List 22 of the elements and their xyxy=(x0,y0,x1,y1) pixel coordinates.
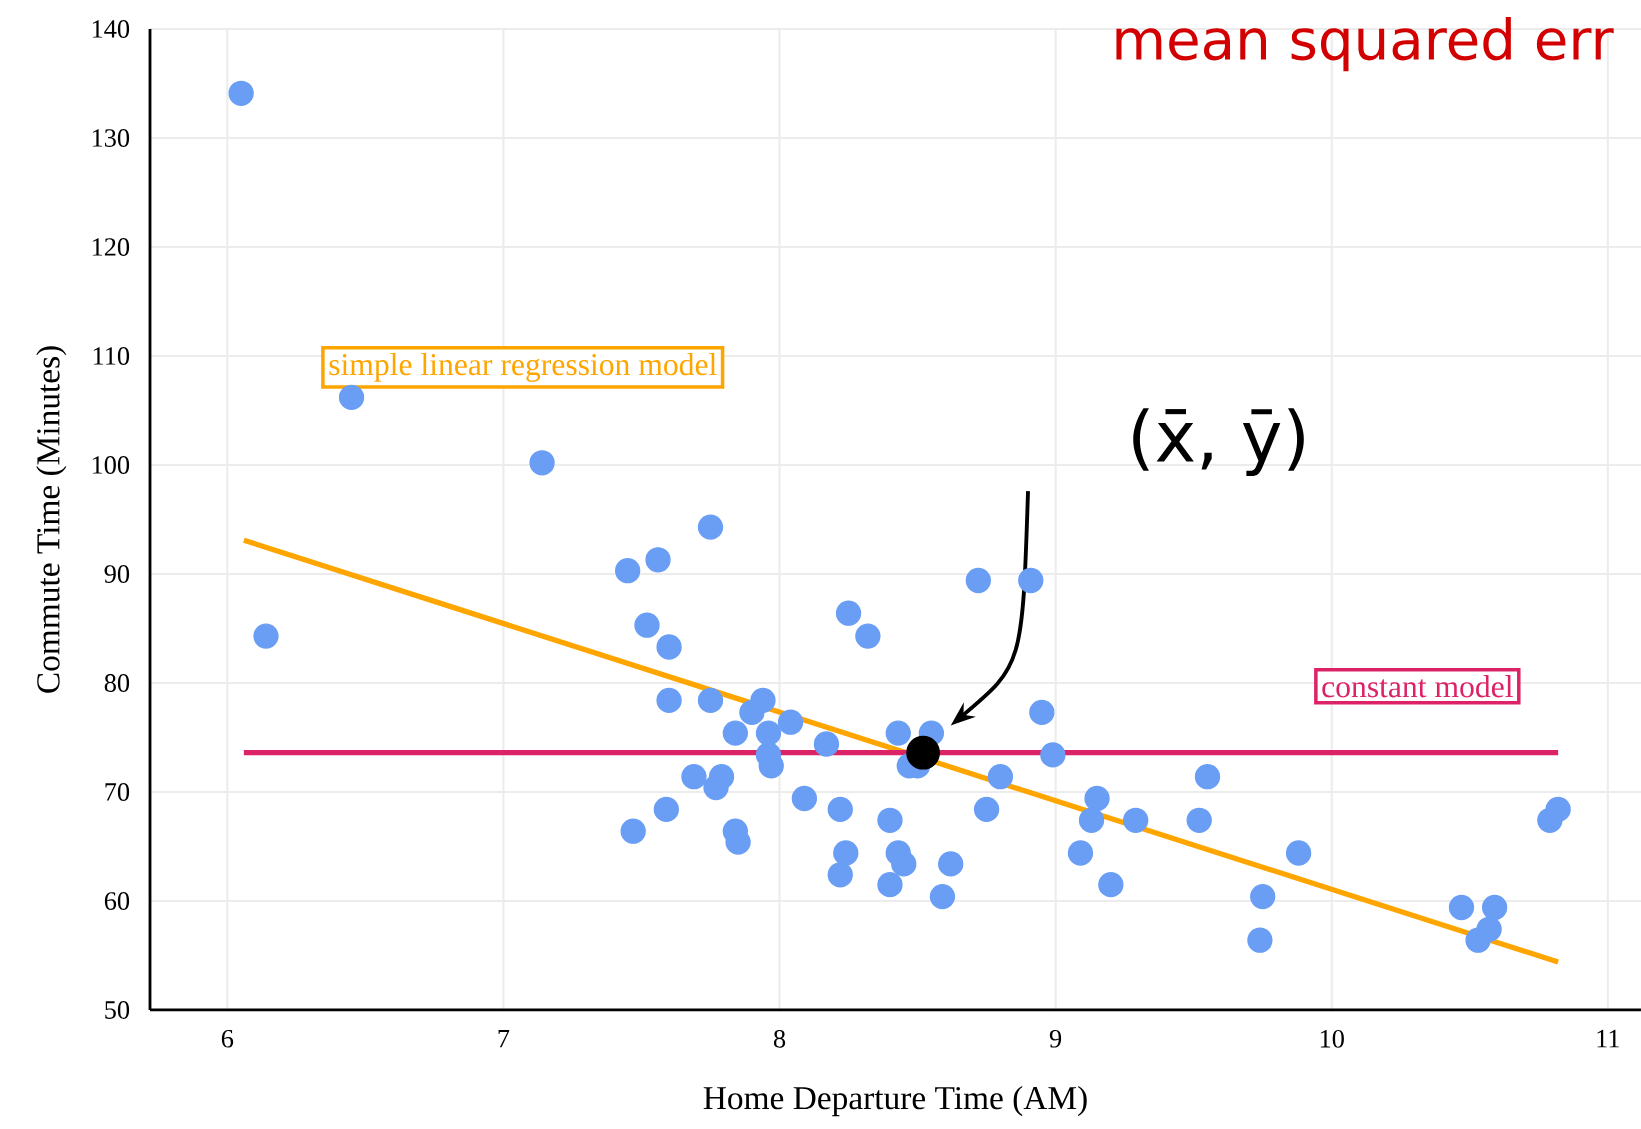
y-tick-label: 80 xyxy=(104,674,130,692)
x-axis-title: Home Departure Time (AM) xyxy=(703,1085,1087,1117)
y-axis-title: Commute Time (Minutes) xyxy=(36,346,67,693)
annotation: constant model xyxy=(1322,675,1513,698)
annotation: mean squared err xyxy=(1116,16,1614,72)
x-tick-label: 9 xyxy=(1049,1029,1062,1048)
y-tick-label: 130 xyxy=(92,129,130,147)
x-tick-label: 8 xyxy=(773,1029,786,1048)
x-tick-label: 11 xyxy=(1597,1029,1619,1048)
y-tick-label: 100 xyxy=(92,456,130,474)
y-tick-label: 60 xyxy=(104,892,130,910)
y-tick-label: 70 xyxy=(105,783,130,801)
x-tick-label: 10 xyxy=(1320,1029,1344,1048)
x-tick-label: 7 xyxy=(498,1029,510,1048)
y-tick-label: 50 xyxy=(105,1001,130,1019)
y-tick-label: 120 xyxy=(92,238,130,256)
annotation: (x̄, ȳ) xyxy=(1133,408,1304,477)
y-tick-label: 140 xyxy=(92,20,130,38)
y-tick-label: 90 xyxy=(104,565,130,583)
annotation: simple linear regression model xyxy=(329,353,717,382)
x-tick-label: 6 xyxy=(221,1029,234,1048)
y-tick-label: 110 xyxy=(93,347,130,365)
